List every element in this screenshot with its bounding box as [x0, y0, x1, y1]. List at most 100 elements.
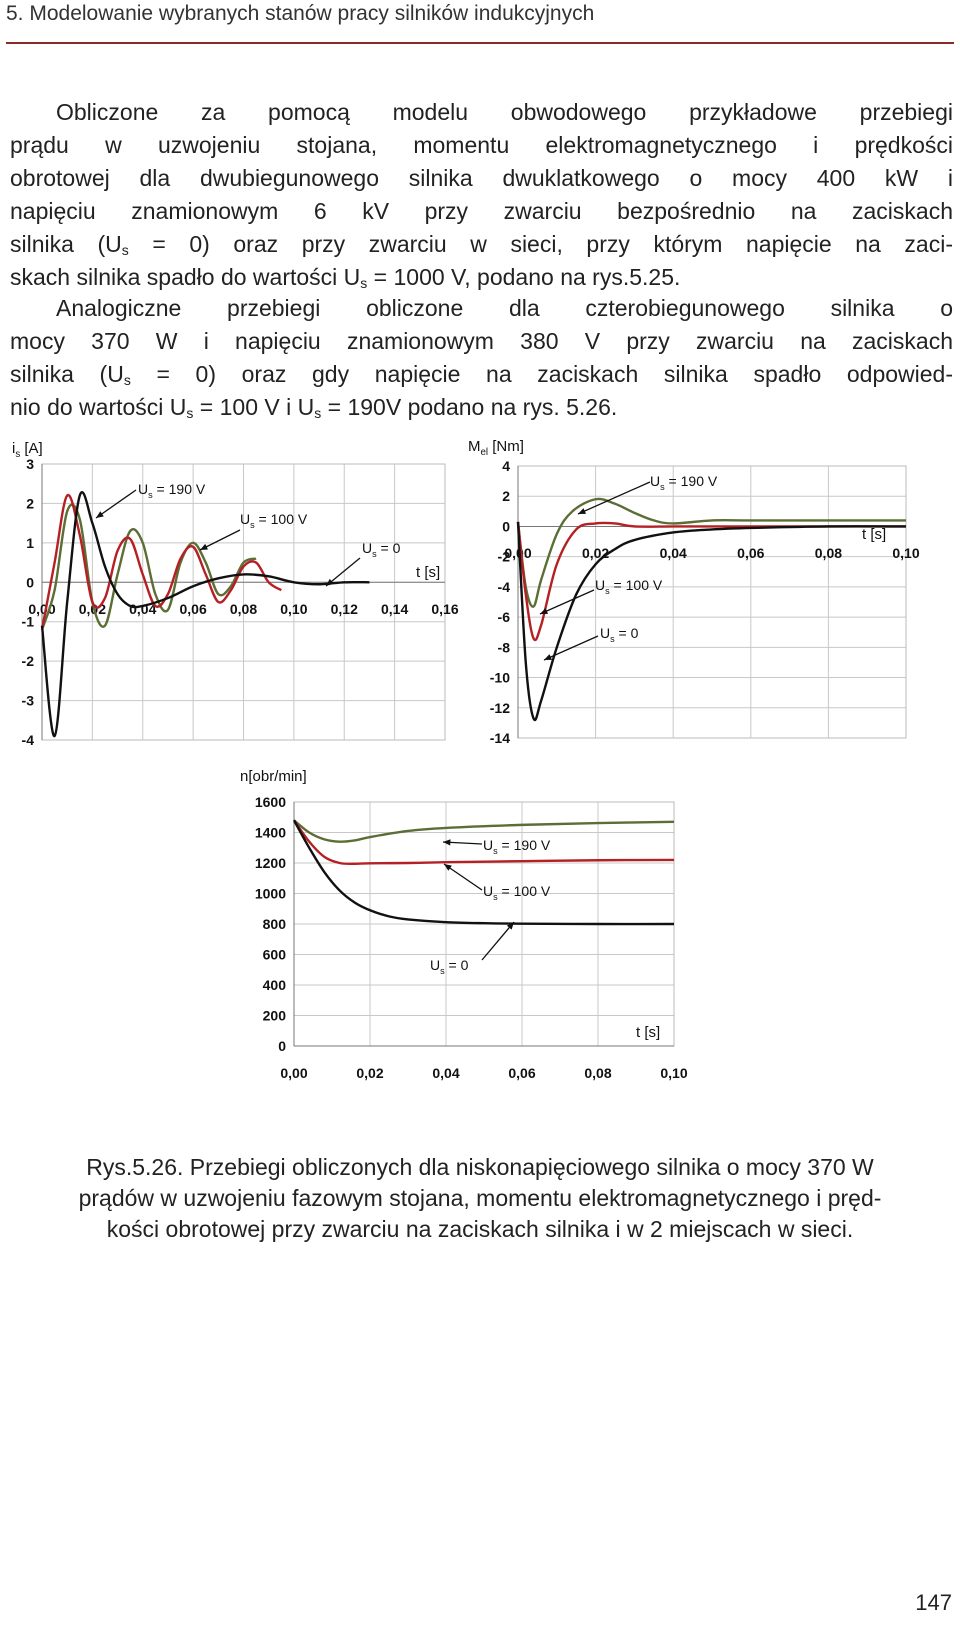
y-tick-label: -14 [490, 730, 510, 746]
series-line-1 [293, 819, 675, 866]
header-rule [6, 42, 954, 44]
x-tick-label: 0,12 [331, 601, 358, 617]
y-tick-label: 400 [263, 977, 287, 993]
paragraph-line: nio do wartości Us = 100 V i Us = 190V p… [10, 391, 953, 424]
annotation-label: Us = 190 V [650, 473, 718, 492]
paragraph-line: obrotowej dla dwubiegunowego silnika dwu… [10, 162, 953, 195]
arrow-head [444, 864, 452, 871]
text-run: Obliczone za pomocą modelu obwodowego pr… [56, 99, 953, 125]
x-axis-label: t [s] [636, 1024, 660, 1041]
text-run: silnika (U [10, 361, 124, 387]
x-tick-label: 0,08 [230, 601, 257, 617]
y-tick-label: -6 [498, 609, 511, 625]
x-tick-label: 0,02 [356, 1065, 383, 1081]
text-run: = 190V podano na rys. 5.26. [321, 394, 618, 420]
text-run: = 0) oraz gdy napięcie na zaciskach siln… [130, 361, 953, 387]
y-tick-label: 2 [502, 488, 510, 504]
y-axis-label: Mel [Nm] [468, 438, 524, 458]
series-line-2 [40, 491, 370, 738]
y-tick-label: 800 [263, 916, 287, 932]
y-tick-label: -3 [22, 693, 35, 709]
annotation-label: Us = 0 [600, 625, 639, 644]
text-run: prądu w uzwojeniu stojana, momentu elekt… [10, 132, 953, 158]
paragraph-line: mocy 370 W i napięciu znamionowym 380 V … [10, 325, 953, 358]
subscript: s [314, 405, 322, 421]
text-run: Analogiczne przebiegi obliczone dla czte… [56, 295, 953, 321]
y-tick-label: -2 [22, 653, 35, 669]
annotation-arrow [443, 863, 483, 891]
annotation-arrow [539, 589, 595, 615]
text-run: silnika (U [10, 231, 122, 257]
annotation-arrow [199, 529, 241, 551]
annotation-label: Us = 0 [430, 957, 469, 976]
y-tick-label: -12 [490, 700, 510, 716]
y-tick-label: 1400 [255, 825, 286, 841]
arrow-head [96, 511, 104, 518]
arrow-head [544, 654, 552, 660]
x-tick-label: 0,02 [79, 601, 106, 617]
text-run: = 0) oraz przy zwarciu w sieci, przy któ… [128, 231, 953, 257]
paragraph-line: prądu w uzwojeniu stojana, momentu elekt… [10, 129, 953, 162]
text-run: mocy 370 W i napięciu znamionowym 380 V … [10, 328, 953, 354]
arrow-head [200, 543, 208, 550]
paragraph-1: Obliczone za pomocą modelu obwodowego pr… [10, 96, 953, 294]
text-run: skach silnika spadło do wartości U [10, 264, 361, 290]
y-tick-label: 600 [263, 947, 287, 963]
caption-line: prądów w uzwojeniu fazowym stojana, mome… [78, 1185, 882, 1211]
page-number: 147 [915, 1590, 952, 1615]
x-tick-label: 0,10 [892, 545, 919, 561]
speed-chart: 1600 1400 1200 1000 800 600 400 200 0 0,00 0,02 0,0… [240, 768, 688, 1081]
paragraph-line: silnika (Us = 0) oraz przy zwarciu w sie… [10, 228, 953, 261]
x-tick-label: 0,14 [381, 601, 408, 617]
text-run: = 1000 V, podano na rys.5.25. [367, 264, 681, 290]
y-tick-label: -4 [22, 732, 35, 748]
arrow-head [540, 608, 548, 614]
paragraph-line: silnika (Us = 0) oraz gdy napięcie na za… [10, 358, 953, 391]
paragraph-2: Analogiczne przebiegi obliczone dla czte… [10, 292, 953, 424]
x-tick-label: 0,02 [582, 545, 609, 561]
y-tick-label: -2 [498, 549, 511, 565]
annotation-label: Us = 0 [362, 540, 401, 559]
arrow-head [578, 508, 586, 514]
series-line-1 [516, 521, 906, 642]
y-tick-label: -8 [498, 639, 511, 655]
y-tick-label: -1 [22, 614, 35, 630]
annotation-label: Us = 190 V [483, 837, 551, 856]
series-line-0 [40, 503, 257, 630]
x-tick-label: 0,00 [504, 545, 531, 561]
chapter-header: 5. Modelowanie wybranych stanów pracy si… [6, 2, 595, 25]
text-run: napięciu znamionowym 6 kV przy zwarciu b… [10, 198, 953, 224]
paragraph-line: skach silnika spadło do wartości Us = 10… [10, 261, 953, 294]
x-tick-label: 0,00 [280, 1065, 307, 1081]
annotation-label: Us = 190 V [138, 481, 206, 500]
annotation-label: Us = 100 V [240, 511, 308, 530]
caption-line: kości obrotowej przy zwarciu na zaciskac… [106, 1216, 854, 1242]
annotation-label: Us = 100 V [483, 883, 551, 902]
x-tick-label: 0,06 [180, 601, 207, 617]
figure-caption: Rys.5.26. Przebiegi obliczonych dla nisk… [10, 1152, 950, 1245]
caption-line: Rys.5.26. Przebiegi obliczonych dla nisk… [86, 1154, 874, 1180]
series-line-2 [292, 819, 675, 926]
y-tick-label: 2 [26, 495, 34, 511]
x-tick-label: 0,10 [280, 601, 307, 617]
y-tick-label: -4 [498, 579, 511, 595]
arrow-head [326, 578, 334, 586]
subscript: s [360, 275, 368, 291]
y-tick-label: 1 [26, 535, 34, 551]
text-run: = 100 V i U [193, 394, 315, 420]
y-tick-label: 0 [278, 1038, 286, 1054]
y-tick-label: 1000 [255, 886, 286, 902]
y-tick-label: 0 [502, 518, 510, 534]
x-tick-label: 0,04 [432, 1065, 459, 1081]
series-line-1 [40, 493, 282, 630]
subscript: s [186, 405, 194, 421]
x-tick-label: 0,06 [737, 545, 764, 561]
x-tick-label: 0,16 [431, 601, 458, 617]
torque-chart: 4 2 0 -2 -4 -6 -8 -10 -12 -14 0,00 0,02 0,04 0,06 0,08… [468, 438, 920, 746]
x-tick-label: 0,10 [660, 1065, 687, 1081]
y-tick-label: 4 [502, 458, 510, 474]
y-tick-label: 1600 [255, 794, 286, 810]
paragraph-line: Obliczone za pomocą modelu obwodowego pr… [10, 96, 953, 129]
subscript: s [123, 372, 131, 388]
